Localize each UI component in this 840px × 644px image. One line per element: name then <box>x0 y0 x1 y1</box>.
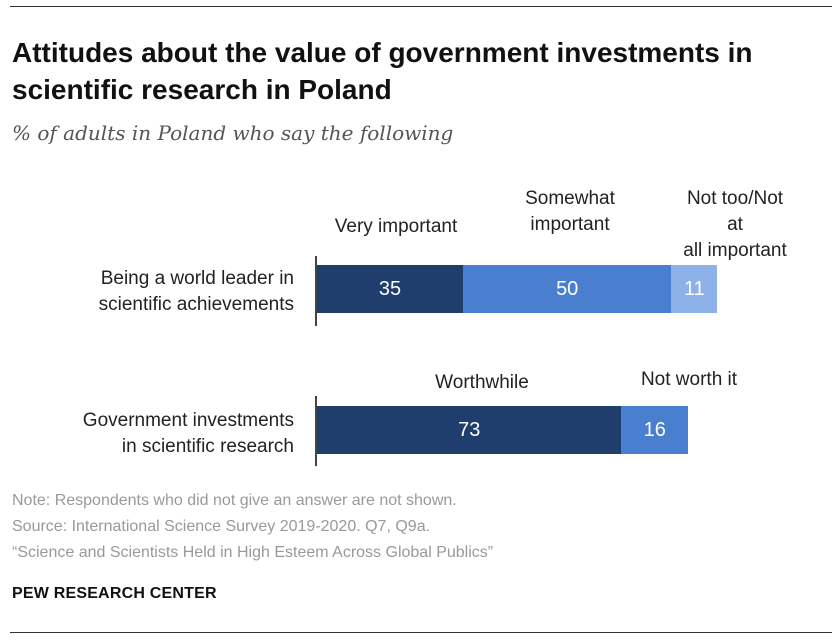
legend-not-worth-it: Not worth it <box>640 369 738 390</box>
bar-value-label: 35 <box>378 277 402 300</box>
legend-not-important: Not too/Not at all important <box>683 188 787 261</box>
source-text: Source: International Science Survey 201… <box>12 518 431 535</box>
report-text: “Science and Scientists Held in High Est… <box>12 544 494 561</box>
chart-subtitle: % of adults in Poland who say the follow… <box>12 121 454 145</box>
row-label-gov-investments: Government investments in scientific res… <box>82 410 294 457</box>
bar-value-label: 50 <box>556 277 579 300</box>
chart-title: Attitudes about the value of government … <box>12 37 753 105</box>
legend-somewhat-important: Somewhat important <box>525 188 615 235</box>
axis-line-2 <box>315 396 317 466</box>
bar-segment-1-2: 50 <box>462 265 672 313</box>
bar-value-label: 11 <box>683 277 705 300</box>
legend-worthwhile: Worthwhile <box>435 372 529 393</box>
legend-very-important: Very important <box>334 216 458 237</box>
bar-segment-1-1: 35 <box>317 265 463 313</box>
bar-segment-2-1: 73 <box>317 406 622 454</box>
bottom-rule <box>10 632 832 633</box>
top-rule <box>10 6 832 7</box>
brand-name: PEW RESEARCH CENTER <box>12 585 217 602</box>
row-label-world-leader: Being a world leader in scientific achie… <box>98 268 294 315</box>
note-text: Note: Respondents who did not give an an… <box>12 492 457 509</box>
axis-line-1 <box>315 256 317 326</box>
bar-segment-1-3: 11 <box>671 265 718 313</box>
bar-segment-2-2: 16 <box>621 406 689 454</box>
bar-value-label: 73 <box>458 418 481 441</box>
bar-value-label: 16 <box>643 418 666 441</box>
